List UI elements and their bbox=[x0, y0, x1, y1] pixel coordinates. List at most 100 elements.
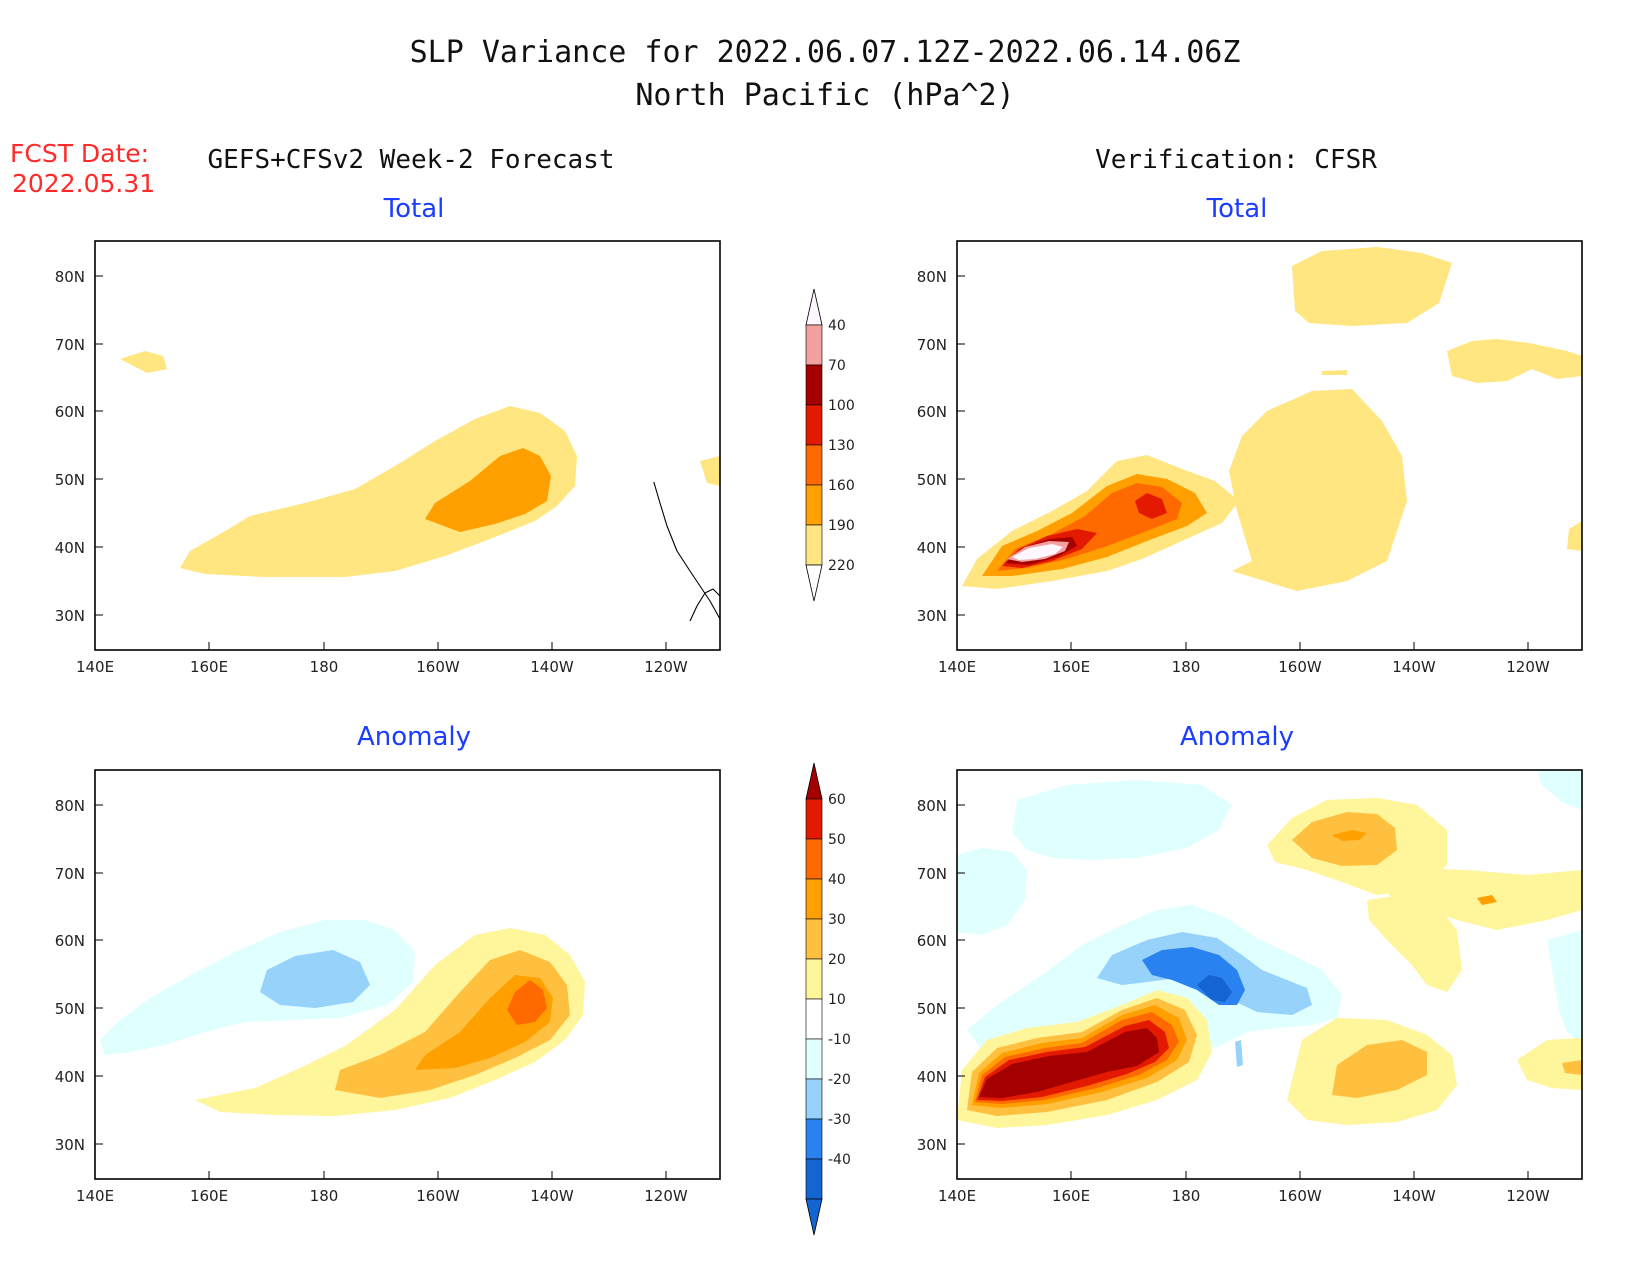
lat-tick-label: 70N bbox=[917, 336, 947, 354]
shade-70-100 bbox=[425, 448, 551, 532]
axis-labels: 140E 160E 180 160W 140W 120W 80N 70N 60N 50N 40N 30… bbox=[55, 268, 1550, 1205]
colorbar-label: -20 bbox=[828, 1072, 851, 1088]
panel-title-forecast-total: Total bbox=[383, 194, 445, 224]
lon-tick-label: 180 bbox=[310, 1187, 339, 1205]
lon-tick-label: 120W bbox=[1506, 658, 1550, 676]
lat-tick-label: 60N bbox=[917, 932, 947, 950]
colorbar-box bbox=[805, 838, 823, 880]
shade-40-70 bbox=[180, 406, 577, 577]
shade-neg10-neg20-sliver bbox=[1235, 1040, 1243, 1067]
lat-tick-label: 40N bbox=[917, 1068, 947, 1086]
lat-tick-label: 40N bbox=[55, 539, 85, 557]
lat-tick-label: 30N bbox=[917, 607, 947, 625]
colorbar-end-top bbox=[805, 288, 823, 326]
shade-40-70-speck bbox=[1322, 370, 1347, 375]
shade-neg10-neg20-west bbox=[957, 848, 1027, 935]
shade-10-20-se-edge bbox=[1517, 1038, 1582, 1090]
left-header: GEFS+CFSv2 Week-2 Forecast bbox=[208, 145, 615, 175]
lat-tick-label: 80N bbox=[55, 268, 85, 286]
shade-40-50 bbox=[507, 980, 547, 1025]
lon-tick-label: 180 bbox=[310, 658, 339, 676]
lat-tick-label: 80N bbox=[917, 268, 947, 286]
colorbar-anomaly: 60 50 40 30 20 10 -10 -20 -30 -40 bbox=[805, 762, 851, 1236]
lat-tick-label: 60N bbox=[55, 403, 85, 421]
colorbar-end-bottom bbox=[805, 564, 823, 602]
shade-20-30-se-edge bbox=[1562, 1060, 1582, 1075]
title-line-2: North Pacific (hPa^2) bbox=[635, 78, 1014, 113]
lon-tick-label: 160E bbox=[190, 658, 228, 676]
lon-tick-label: 140E bbox=[938, 658, 976, 676]
colorbar-label: 20 bbox=[828, 952, 846, 968]
lon-tick-label: 140W bbox=[530, 658, 574, 676]
colorbar-label: -30 bbox=[828, 1112, 851, 1128]
shade-40-70-arctic bbox=[1292, 247, 1452, 326]
colorbar-box bbox=[805, 918, 823, 960]
lon-tick-label: 160E bbox=[1052, 658, 1090, 676]
lat-tick-label: 40N bbox=[55, 1068, 85, 1086]
shade-neg10-neg20-east bbox=[1547, 930, 1582, 1045]
shade-40-70-canada bbox=[1447, 339, 1582, 383]
lon-tick-label: 140E bbox=[938, 1187, 976, 1205]
colorbar-label: 50 bbox=[828, 832, 846, 848]
shade-40-70-small bbox=[120, 351, 167, 373]
lon-tick-label: 160W bbox=[1278, 1187, 1322, 1205]
lon-tick-label: 160W bbox=[416, 658, 460, 676]
lat-tick-label: 50N bbox=[55, 471, 85, 489]
lat-tick-label: 70N bbox=[55, 865, 85, 883]
shade-20-30-southeast bbox=[1332, 1040, 1427, 1098]
colorbar-label: -40 bbox=[828, 1152, 851, 1168]
shade-40-70-edge bbox=[700, 456, 720, 486]
colorbar-box bbox=[805, 1038, 823, 1080]
colorbar-box bbox=[805, 324, 823, 366]
lon-tick-label: 140W bbox=[1392, 1187, 1436, 1205]
colorbar-label: 130 bbox=[828, 438, 855, 454]
fcst-label: FCST Date: bbox=[10, 139, 149, 168]
colorbar-box bbox=[805, 404, 823, 446]
colorbar-label: 190 bbox=[828, 518, 855, 534]
colorbar-label: -10 bbox=[828, 1032, 851, 1048]
shade-10-20-gulf bbox=[1367, 895, 1462, 992]
colorbar-box bbox=[805, 998, 823, 1040]
lat-tick-label: 80N bbox=[55, 797, 85, 815]
map-verification-total bbox=[956, 240, 1583, 651]
shade-neg10-neg20-north bbox=[1012, 780, 1232, 860]
colorbar-label: 60 bbox=[828, 792, 846, 808]
panel-title-verification-total: Total bbox=[1206, 194, 1268, 224]
lat-tick-label: 30N bbox=[55, 607, 85, 625]
lon-tick-label: 160E bbox=[190, 1187, 228, 1205]
shade-neg20-neg30 bbox=[260, 950, 370, 1008]
lat-tick-label: 40N bbox=[917, 539, 947, 557]
lat-tick-label: 60N bbox=[917, 403, 947, 421]
lon-tick-label: 160W bbox=[416, 1187, 460, 1205]
colorbar-box bbox=[805, 1158, 823, 1200]
colorbar-box bbox=[805, 364, 823, 406]
shade-neg10-neg20-ne bbox=[1537, 770, 1582, 810]
lat-tick-label: 60N bbox=[55, 932, 85, 950]
lon-tick-label: 120W bbox=[644, 658, 688, 676]
colorbar-label: 40 bbox=[828, 318, 846, 334]
lat-tick-label: 70N bbox=[917, 865, 947, 883]
map-forecast-anomaly bbox=[94, 769, 721, 1180]
lon-tick-label: 120W bbox=[1506, 1187, 1550, 1205]
map-forecast-total bbox=[94, 240, 721, 651]
lon-tick-label: 120W bbox=[644, 1187, 688, 1205]
colorbar-label: 10 bbox=[828, 992, 846, 1008]
colorbar-total: 40 70 100 130 160 190 220 bbox=[805, 288, 855, 602]
colorbar-label: 40 bbox=[828, 872, 846, 888]
colorbar-label: 220 bbox=[828, 558, 855, 574]
lon-tick-label: 140W bbox=[1392, 658, 1436, 676]
shade-neg40-plus bbox=[1197, 975, 1232, 1002]
lat-tick-label: 50N bbox=[917, 471, 947, 489]
lat-tick-label: 50N bbox=[55, 1000, 85, 1018]
colorbar-box bbox=[805, 958, 823, 1000]
lon-tick-label: 160E bbox=[1052, 1187, 1090, 1205]
shade-220-plus bbox=[1012, 544, 1063, 560]
colorbar-end-bottom bbox=[805, 1198, 823, 1236]
colorbar-box bbox=[805, 798, 823, 840]
lat-tick-label: 30N bbox=[917, 1136, 947, 1154]
title-line-1: SLP Variance for 2022.06.07.12Z-2022.06.… bbox=[410, 35, 1241, 70]
fcst-date: 2022.05.31 bbox=[12, 169, 155, 198]
colorbar-label: 30 bbox=[828, 912, 846, 928]
colorbar-label: 160 bbox=[828, 478, 855, 494]
shade-neg10-neg20-center bbox=[967, 905, 1342, 1060]
